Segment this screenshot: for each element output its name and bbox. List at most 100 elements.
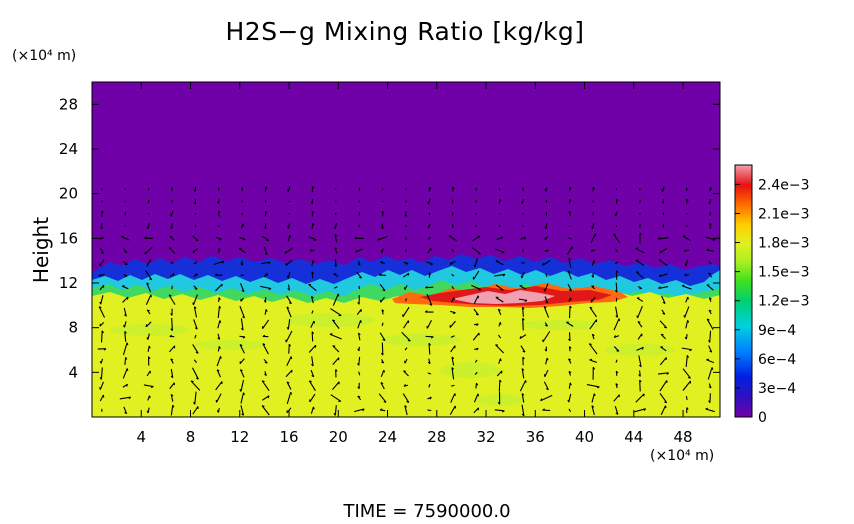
velocity-arrowhead <box>712 367 713 369</box>
y-tick-label: 8 <box>68 319 78 337</box>
velocity-arrow <box>686 396 687 400</box>
velocity-arrowhead <box>243 239 245 240</box>
velocity-arrowhead <box>100 387 101 389</box>
velocity-arrowhead <box>708 273 710 274</box>
colorbar-gradient <box>735 165 752 417</box>
velocity-arrowhead <box>476 314 478 315</box>
velocity-arrowhead <box>287 276 288 278</box>
y-axis-label: Height <box>29 217 53 283</box>
x-tick-label: 44 <box>624 428 643 446</box>
y-unit-label: (×10⁴ m) <box>12 48 76 64</box>
velocity-arrowhead <box>330 334 332 335</box>
velocity-arrowhead <box>265 362 267 363</box>
velocity-arrowhead <box>359 277 361 278</box>
y-tick-label: 20 <box>59 185 78 203</box>
velocity-arrowhead <box>313 407 314 409</box>
velocity-arrow <box>102 331 103 343</box>
colorbar-tick-label: 1.5e−3 <box>758 265 810 281</box>
x-tick-label: 12 <box>230 428 249 446</box>
velocity-arrow <box>523 213 524 215</box>
x-tick-label: 32 <box>476 428 495 446</box>
velocity-arrowhead <box>291 392 292 394</box>
y-tick-label: 24 <box>59 140 78 158</box>
velocity-arrowhead <box>706 359 708 360</box>
velocity-arrowhead <box>193 302 194 304</box>
velocity-arrow <box>663 212 664 215</box>
colorbar-tick-label: 3e−4 <box>758 381 796 397</box>
velocity-arrowhead <box>171 214 172 216</box>
velocity-arrowhead <box>664 327 666 328</box>
velocity-arrow <box>710 331 711 343</box>
velocity-arrowhead <box>688 297 689 299</box>
y-tick-label: 28 <box>59 95 78 113</box>
y-tick-label: 12 <box>59 274 78 292</box>
velocity-arrowhead <box>314 240 316 241</box>
colorbar-tick-label: 9e−4 <box>758 323 796 339</box>
x-tick-label: 48 <box>674 428 693 446</box>
velocity-arrowhead <box>502 252 504 253</box>
velocity-arrowhead <box>474 265 475 267</box>
velocity-arrow <box>476 225 477 227</box>
velocity-arrowhead <box>430 264 432 265</box>
velocity-arrow <box>640 380 641 391</box>
x-tick-label: 40 <box>575 428 594 446</box>
velocity-arrowhead <box>383 290 385 291</box>
velocity-arrowhead <box>221 356 222 358</box>
colorbar: 2.4e−32.1e−31.8e−31.5e−31.2e−39e−46e−43e… <box>735 165 810 426</box>
velocity-arrowhead <box>428 226 429 228</box>
velocity-arrowhead <box>191 381 193 382</box>
velocity-arrow <box>195 225 196 228</box>
x-tick-label: 16 <box>279 428 298 446</box>
velocity-arrowhead <box>662 189 663 191</box>
colorbar-tick-label: 1.8e−3 <box>758 236 810 252</box>
x-tick-label: 24 <box>378 428 397 446</box>
velocity-arrowhead <box>381 250 382 252</box>
velocity-arrow <box>427 410 431 411</box>
velocity-arrowhead <box>684 315 685 317</box>
velocity-arrowhead <box>571 298 572 300</box>
velocity-arrow <box>125 357 126 365</box>
velocity-arrowhead <box>361 320 362 322</box>
velocity-arrow <box>452 224 453 228</box>
colorbar-tick-label: 2.1e−3 <box>758 206 810 222</box>
x-tick-label: 20 <box>329 428 348 446</box>
velocity-arrowhead <box>682 285 684 286</box>
colorbar-tick-label: 6e−4 <box>758 352 796 368</box>
velocity-arrowhead <box>637 316 638 318</box>
velocity-arrowhead <box>149 396 150 398</box>
velocity-arrowhead <box>124 252 126 253</box>
velocity-arrow <box>170 263 173 264</box>
velocity-arrowhead <box>544 289 545 291</box>
velocity-arrowhead <box>500 359 501 361</box>
velocity-arrowhead <box>594 260 595 262</box>
velocity-arrow <box>148 200 149 203</box>
velocity-arrow <box>616 298 617 302</box>
velocity-arrowhead <box>219 239 221 240</box>
velocity-arrow <box>359 286 360 289</box>
velocity-arrowhead <box>286 263 287 265</box>
y-tick-label: 4 <box>68 363 78 381</box>
velocity-arrow <box>451 385 454 386</box>
velocity-arrowhead <box>100 361 101 363</box>
velocity-arrowhead <box>333 320 335 321</box>
velocity-arrowhead <box>262 406 264 407</box>
velocity-arrowhead <box>706 408 708 409</box>
velocity-arrowhead <box>290 235 291 237</box>
y-tick-label: 16 <box>59 229 78 247</box>
velocity-arrowhead <box>688 377 690 378</box>
colorbar-tick-label: 0 <box>758 410 767 426</box>
velocity-arrowhead <box>500 322 501 324</box>
x-tick-label: 28 <box>427 428 446 446</box>
x-unit-label: (×10⁴ m) <box>650 448 714 464</box>
colorbar-tick-label: 2.4e−3 <box>758 177 810 193</box>
x-tick-label: 8 <box>186 428 196 446</box>
velocity-arrowhead <box>173 273 174 275</box>
velocity-arrow <box>476 188 477 191</box>
velocity-arrow <box>242 201 243 203</box>
x-tick-label: 4 <box>136 428 146 446</box>
time-footer: TIME = 7590000.0 <box>342 501 510 519</box>
velocity-arrowhead <box>590 359 592 360</box>
